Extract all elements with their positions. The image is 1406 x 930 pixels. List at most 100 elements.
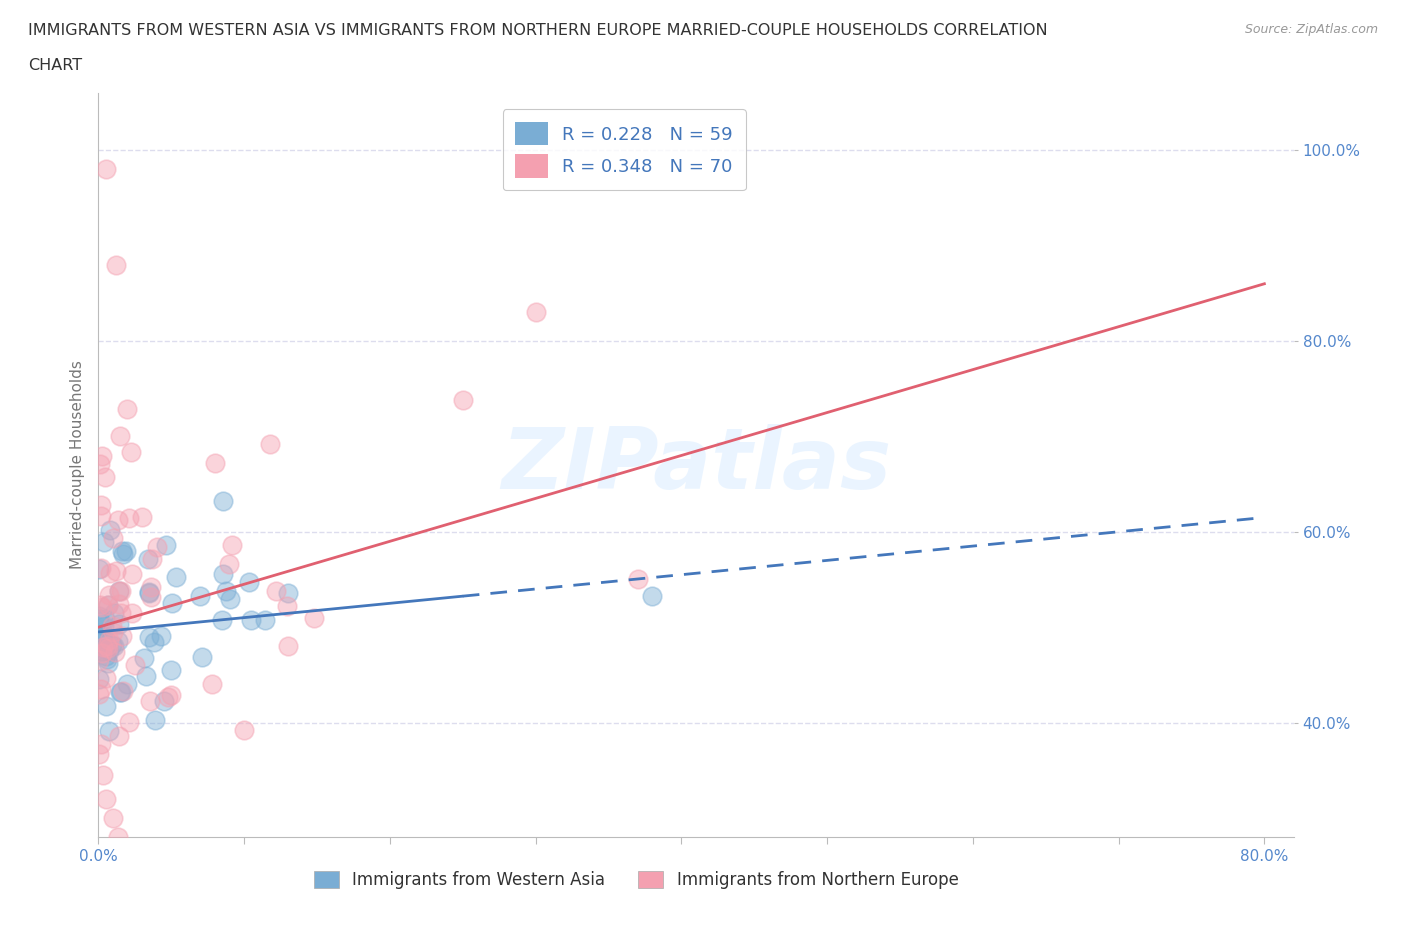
Point (115, 677, 138, 692)
Point (94, 648, 117, 663)
Point (107, 512, 129, 527)
Point (98, 633, 121, 648)
Point (139, 694, 162, 709)
Point (91, 449, 114, 464)
Point (87, 686, 110, 701)
Point (118, 511, 141, 525)
Point (121, 566, 143, 581)
Point (93, 628, 115, 643)
Point (141, 579, 163, 594)
Point (98, 566, 121, 581)
Point (93, 535, 115, 550)
Point (108, 617, 131, 631)
Point (120, 445, 142, 459)
Point (93, 611, 115, 626)
Point (212, 566, 235, 581)
Point (204, 456, 226, 471)
Point (160, 663, 183, 678)
Point (143, 635, 166, 650)
Point (112, 547, 135, 562)
Y-axis label: Married-couple Households: Married-couple Households (69, 361, 84, 569)
Point (93, 640, 115, 655)
Point (145, 539, 167, 554)
Point (218, 592, 240, 607)
Point (90, 561, 112, 576)
Point (107, 584, 129, 599)
Point (87, 671, 110, 686)
Point (124, 658, 146, 672)
Point (101, 810, 124, 825)
Point (96, 638, 118, 653)
Point (91, 767, 114, 782)
Point (215, 583, 238, 598)
Point (87, 747, 110, 762)
Point (165, 570, 187, 585)
Point (221, 538, 243, 552)
Point (90, 737, 112, 751)
Point (110, 684, 132, 699)
Point (149, 629, 172, 644)
Point (107, 830, 129, 844)
Point (89, 498, 111, 512)
Point (91, 600, 114, 615)
Point (110, 429, 132, 444)
Point (111, 543, 134, 558)
Point (98, 644, 121, 658)
Point (110, 584, 132, 599)
Point (131, 510, 153, 525)
Point (136, 551, 159, 566)
Point (97, 588, 120, 603)
Point (90, 645, 112, 660)
Point (451, 392, 474, 407)
Point (89, 457, 111, 472)
Point (89, 562, 111, 577)
Point (101, 618, 124, 633)
Point (153, 694, 176, 709)
Point (302, 611, 325, 626)
Point (96, 651, 118, 666)
Point (98, 724, 121, 738)
Point (121, 605, 143, 620)
Point (94, 671, 117, 685)
Point (264, 583, 287, 598)
Point (138, 630, 160, 644)
Point (190, 650, 212, 665)
Point (277, 585, 299, 600)
Point (259, 436, 281, 451)
Point (91, 640, 114, 655)
Point (218, 557, 240, 572)
Point (135, 669, 157, 684)
Point (93, 470, 115, 485)
Point (277, 639, 299, 654)
Point (160, 687, 183, 702)
Point (211, 613, 233, 628)
Point (89, 611, 111, 626)
Point (96, 699, 118, 714)
Point (97, 640, 120, 655)
Legend: Immigrants from Western Asia, Immigrants from Northern Europe: Immigrants from Western Asia, Immigrants… (307, 864, 966, 896)
Point (211, 494, 233, 509)
Point (87, 653, 110, 668)
Text: IMMIGRANTS FROM WESTERN ASIA VS IMMIGRANTS FROM NORTHERN EUROPE MARRIED-COUPLE H: IMMIGRANTS FROM WESTERN ASIA VS IMMIGRAN… (28, 23, 1047, 38)
Point (101, 625, 124, 640)
Point (627, 571, 650, 586)
Point (233, 723, 256, 737)
Point (90, 630, 112, 644)
Point (138, 585, 160, 600)
Point (103, 605, 125, 620)
Point (110, 605, 132, 620)
Point (239, 613, 262, 628)
Point (108, 728, 131, 743)
Point (254, 612, 277, 627)
Point (132, 651, 155, 666)
Point (200, 676, 222, 691)
Point (104, 645, 127, 660)
Point (276, 599, 298, 614)
Point (190, 589, 212, 604)
Point (97, 597, 120, 612)
Point (90, 682, 112, 697)
Point (157, 689, 180, 704)
Point (524, 304, 547, 319)
Point (107, 633, 129, 648)
Point (89, 609, 111, 624)
